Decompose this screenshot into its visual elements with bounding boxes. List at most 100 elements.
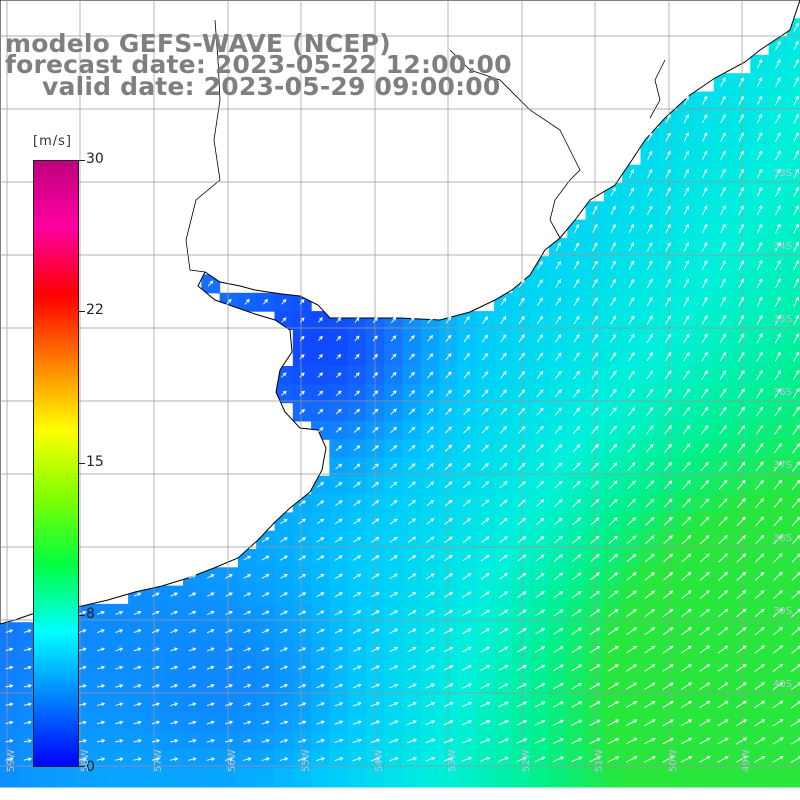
colorbar-tick-label: 8 — [86, 606, 95, 622]
wind-arrow — [462, 646, 472, 653]
wind-arrow — [717, 682, 729, 690]
wind-arrow — [188, 629, 197, 634]
wind-arrow — [225, 684, 234, 688]
wind-speed-cell — [18, 768, 38, 788]
wind-arrow — [701, 333, 708, 344]
wind-arrow — [298, 500, 306, 506]
wind-arrow — [589, 756, 601, 763]
wind-arrow — [482, 316, 489, 324]
wind-speed-cell — [658, 768, 678, 788]
wind-arrow — [206, 665, 215, 670]
wind-arrow — [170, 684, 179, 688]
wind-arrow — [552, 738, 565, 744]
wind-arrow — [516, 738, 528, 744]
wind-speed-cell — [786, 549, 800, 568]
wind-arrow — [628, 205, 634, 215]
wind-arrow — [334, 592, 344, 598]
wind-arrow — [534, 701, 546, 708]
wind-arrow — [701, 296, 708, 307]
wind-arrow — [609, 407, 617, 416]
wind-arrow — [793, 95, 799, 106]
wind-arrow — [188, 757, 197, 762]
wind-arrow — [554, 407, 562, 416]
wind-arrow — [445, 408, 452, 416]
wind-arrow — [628, 223, 635, 234]
wind-arrow — [279, 610, 288, 616]
wind-arrow — [316, 702, 325, 707]
lon-label: 57W — [153, 749, 164, 772]
wind-arrow — [646, 333, 653, 343]
wind-arrow — [298, 683, 307, 689]
wind-speed-cell — [567, 768, 587, 788]
wind-arrow — [498, 701, 509, 708]
wind-arrow — [683, 241, 689, 252]
wind-arrow — [571, 738, 583, 745]
wind-speed-cell — [0, 768, 19, 788]
wind-arrow — [590, 443, 599, 453]
wind-arrow — [206, 702, 215, 707]
wind-arrow — [517, 481, 526, 489]
wind-speed-cell — [786, 512, 800, 532]
wind-arrow — [681, 571, 692, 581]
wind-arrow — [518, 407, 526, 416]
wind-arrow — [389, 481, 398, 488]
wind-arrow — [773, 571, 783, 581]
wind-speed-cell — [128, 768, 147, 788]
wind-arrow — [463, 352, 470, 361]
wind-arrow — [480, 609, 491, 617]
wind-arrow — [718, 553, 728, 563]
wind-arrow — [354, 317, 360, 323]
wind-arrow — [553, 683, 564, 690]
border-line — [185, 19, 221, 273]
wind-arrow — [279, 720, 289, 725]
wind-arrow — [681, 664, 692, 672]
wind-speed-cell — [439, 768, 459, 788]
wind-arrow — [701, 406, 709, 417]
wind-arrow — [555, 279, 561, 288]
wind-arrow — [389, 536, 398, 543]
wind-arrow — [316, 683, 325, 689]
wind-arrow — [500, 315, 507, 325]
wind-arrow — [407, 683, 417, 689]
wind-arrow — [316, 573, 325, 579]
wind-arrow — [498, 683, 509, 690]
wind-arrow — [517, 444, 526, 453]
wind-arrow — [664, 333, 672, 344]
wind-arrow — [480, 683, 491, 689]
wind-arrow — [608, 535, 618, 544]
wind-arrow — [683, 315, 690, 325]
wind-arrow — [755, 424, 764, 435]
wind-arrow — [498, 591, 509, 598]
wind-arrow — [445, 352, 452, 361]
wind-arrow — [316, 518, 325, 525]
wind-speed-cell — [585, 768, 605, 788]
wind-arrow — [571, 682, 583, 690]
wind-arrow — [756, 314, 763, 326]
wind-arrow — [592, 278, 598, 288]
wind-arrow — [317, 317, 323, 323]
wind-arrow — [719, 351, 727, 362]
wind-arrow — [389, 555, 398, 561]
wind-arrow — [681, 535, 692, 545]
wind-arrow — [571, 701, 583, 708]
wind-arrow — [665, 241, 671, 252]
wind-arrow — [499, 462, 508, 471]
wind-arrow — [243, 702, 252, 707]
wind-arrow — [481, 407, 489, 416]
wind-arrow — [335, 481, 343, 488]
wind-speed-cell — [786, 329, 800, 349]
wind-arrow — [553, 627, 564, 635]
wind-arrow — [772, 737, 784, 745]
wind-arrow — [720, 77, 726, 87]
wind-arrow — [5, 739, 14, 743]
wind-arrow — [280, 629, 288, 634]
wind-arrow — [701, 168, 708, 179]
wind-arrow — [352, 720, 362, 725]
wind-arrow — [681, 627, 692, 636]
wind-arrow — [775, 259, 781, 271]
wind-arrow — [23, 757, 33, 762]
wind-arrow — [407, 555, 417, 562]
wind-arrow — [170, 738, 179, 743]
wind-arrow — [554, 425, 563, 434]
wind-arrow — [537, 297, 543, 306]
